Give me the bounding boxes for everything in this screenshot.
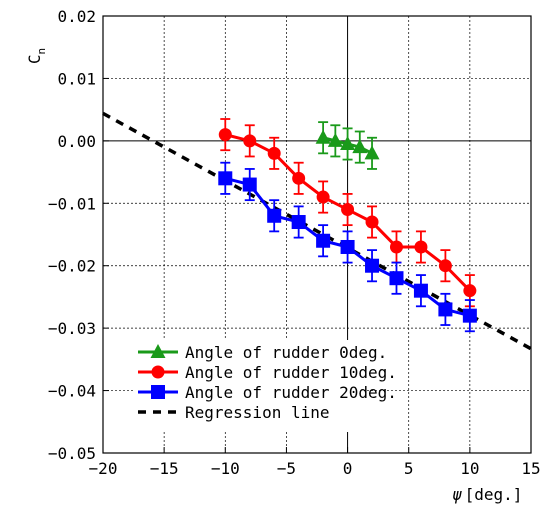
data-point xyxy=(365,215,379,229)
data-point xyxy=(365,258,380,273)
data-point xyxy=(267,208,282,223)
data-point xyxy=(340,239,355,254)
legend-item: Angle of rudder 10deg. xyxy=(138,363,397,382)
x-tick-label: 0 xyxy=(343,459,353,478)
y-tick-label: −0.05 xyxy=(48,444,96,463)
data-point xyxy=(389,271,404,286)
data-point xyxy=(218,171,233,186)
y-tick-label: 0.01 xyxy=(57,69,96,88)
data-point xyxy=(462,308,477,323)
x-tick-label: 10 xyxy=(460,459,479,478)
legend-label: Angle of rudder 0deg. xyxy=(185,343,387,362)
y-axis-label-sub: n xyxy=(35,48,48,55)
x-axis-label-unit: [deg.] xyxy=(465,485,523,504)
data-point xyxy=(340,135,356,150)
data-point xyxy=(267,146,281,160)
data-point xyxy=(352,139,368,154)
axis-titles: Cn ψ [deg.] xyxy=(25,48,522,504)
data-point xyxy=(438,259,452,273)
data-point xyxy=(242,177,257,192)
x-tick-label: −20 xyxy=(89,459,118,478)
legend-marker xyxy=(151,365,165,379)
legend-item: Angle of rudder 20deg. xyxy=(138,383,397,402)
plot-border xyxy=(102,15,532,454)
data-point xyxy=(327,132,343,147)
x-tick-label: −10 xyxy=(211,459,240,478)
data-point xyxy=(364,145,380,160)
y-tick-label: −0.01 xyxy=(48,194,96,213)
data-point xyxy=(389,240,403,254)
legend: Angle of rudder 0deg.Angle of rudder 10d… xyxy=(134,340,397,432)
series-0 xyxy=(315,121,380,170)
y-tick-label: 0.02 xyxy=(57,7,96,26)
data-point xyxy=(413,283,428,298)
y-tick-label: −0.03 xyxy=(48,319,96,338)
legend-background xyxy=(134,340,364,432)
legend-label: Angle of rudder 20deg. xyxy=(185,383,397,402)
y-tick-label: 0.00 xyxy=(57,132,96,151)
legend-marker xyxy=(151,385,165,399)
data-point xyxy=(291,215,306,230)
y-axis-label: Cn xyxy=(25,48,48,64)
legend-item: Regression line xyxy=(138,403,330,422)
x-axis-label-symbol: ψ xyxy=(452,485,462,504)
x-tick-label: 5 xyxy=(404,459,414,478)
series-regression-line xyxy=(102,111,532,351)
data-point xyxy=(316,233,331,248)
data-point xyxy=(315,129,331,144)
tick-labels: −20 −15 −10 −5 0 5 10 15 0.02 0.01 0.00 −0.01 −0.02 −… xyxy=(48,7,541,478)
data-point xyxy=(438,302,453,317)
series-layer xyxy=(102,111,532,351)
x-tick-label: 15 xyxy=(521,459,540,478)
plot-frame xyxy=(102,15,532,454)
x-tick-label: −15 xyxy=(150,459,179,478)
legend-label: Angle of rudder 10deg. xyxy=(185,363,397,382)
data-point xyxy=(292,171,306,185)
series-2 xyxy=(218,161,477,333)
data-point xyxy=(243,134,257,148)
y-tick-label: −0.02 xyxy=(48,257,96,276)
legend-label: Regression line xyxy=(185,403,330,422)
y-axis-label-main: C xyxy=(25,54,44,64)
regression-line xyxy=(102,111,532,351)
legend-item: Angle of rudder 0deg. xyxy=(138,343,387,362)
x-tick-label: −5 xyxy=(277,459,296,478)
data-point xyxy=(341,203,355,217)
data-point xyxy=(463,284,477,298)
data-point xyxy=(414,240,428,254)
data-point xyxy=(316,190,330,204)
y-tick-label: −0.04 xyxy=(48,382,96,401)
data-point xyxy=(218,128,232,142)
series-1 xyxy=(218,118,477,308)
x-axis-label: ψ [deg.] xyxy=(452,485,522,504)
legend-marker xyxy=(150,344,166,358)
